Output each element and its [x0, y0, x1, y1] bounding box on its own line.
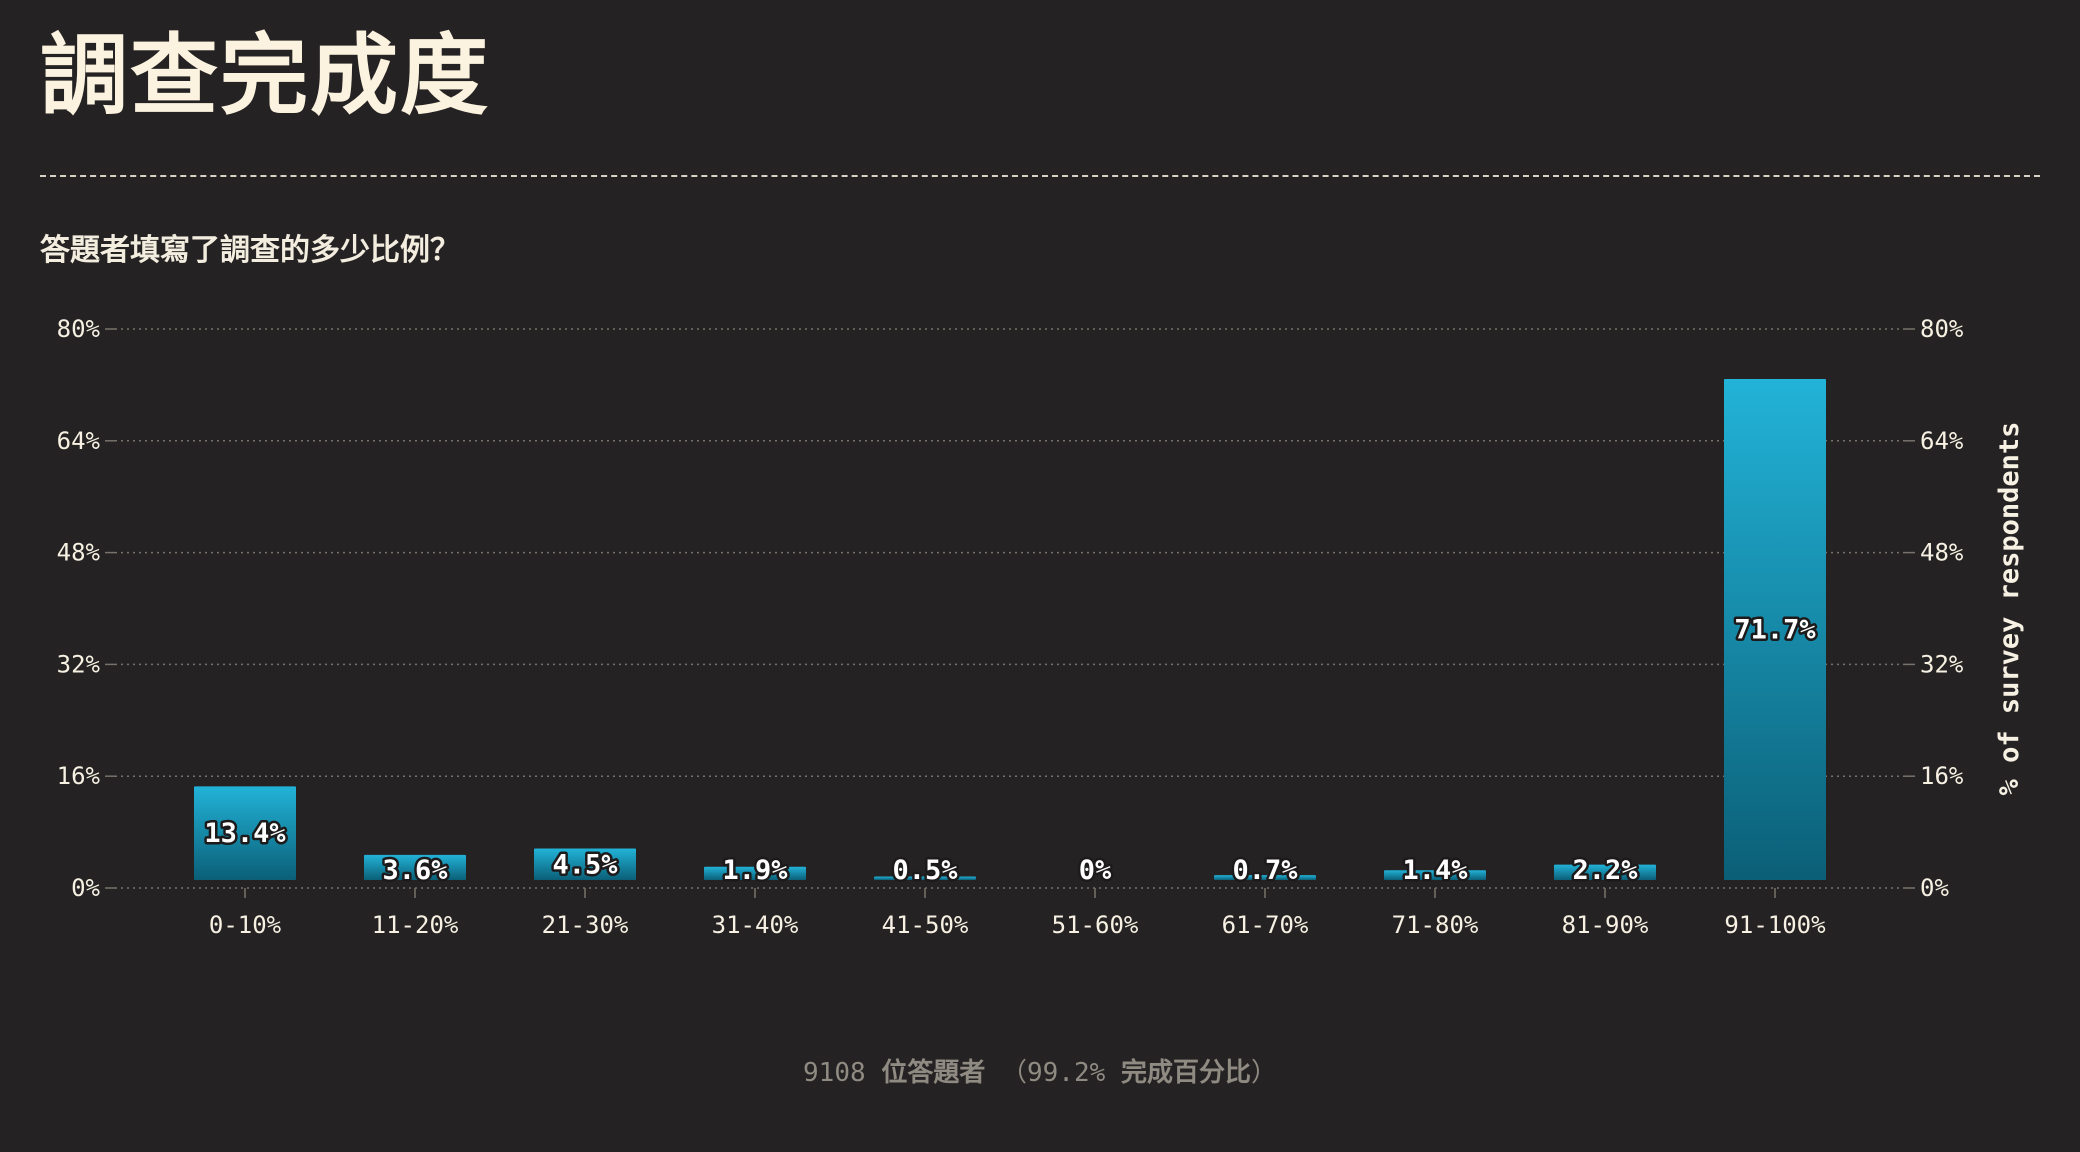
x-tick-label: 81-90%	[1562, 911, 1649, 939]
chart-subtitle: 答題者填寫了調查的多少比例？	[40, 233, 460, 268]
bar	[1214, 875, 1316, 880]
data-label: 71.7%	[1734, 614, 1816, 645]
y-tick-label-left: 16%	[57, 762, 101, 790]
y-tick-label-left: 64%	[57, 427, 101, 455]
completion-rate: 99.2%	[1027, 1058, 1106, 1088]
data-label: 3.6%	[382, 855, 448, 886]
x-tick-label: 41-50%	[882, 911, 969, 939]
bar	[1554, 864, 1656, 880]
y-tick-label-left: 32%	[57, 650, 101, 678]
x-tick-label: 91-100%	[1724, 911, 1826, 939]
data-label: 1.9%	[722, 855, 788, 886]
y-tick-label-right: 48%	[1920, 539, 1964, 567]
page-title: 調查完成度	[40, 24, 491, 127]
footer-paren-close: ）	[1250, 1058, 1277, 1088]
y-tick-label-left: 80%	[57, 315, 101, 343]
x-tick-label: 21-30%	[542, 911, 629, 939]
data-label: 0%	[1079, 855, 1112, 886]
right-axis-title: % of survey respondents	[1994, 422, 2025, 796]
data-label: 13.4%	[204, 818, 286, 849]
x-tick-label: 71-80%	[1392, 911, 1479, 939]
y-tick-label-right: 32%	[1920, 650, 1964, 678]
grid-layer: 0% 0% 16% 16% 32% 32% 48% 48% 64% 64% 80% 80%	[57, 315, 1964, 902]
bar-layer	[194, 378, 1826, 898]
x-tick-label: 11-20%	[372, 911, 459, 939]
x-tick-label: 31-40%	[712, 911, 799, 939]
respondent-count: 9108	[803, 1058, 866, 1088]
x-tick-label: 51-60%	[1052, 911, 1139, 939]
label-layer: 0-10% 13.4% 11-20% 3.6% 21-30% 4.5% 31-40% 1.9%…	[202, 612, 1826, 939]
bar	[534, 848, 636, 880]
bar	[704, 866, 806, 880]
y-tick-label-right: 64%	[1920, 427, 1964, 455]
data-label: 4.5%	[552, 849, 618, 880]
y-tick-label-left: 48%	[57, 539, 101, 567]
bar	[364, 854, 466, 880]
data-label: 0.5%	[892, 855, 958, 886]
y-tick-label-left: 0%	[71, 874, 100, 902]
data-label: 2.2%	[1572, 855, 1638, 886]
footer-summary: 9108 位答題者 （99.2% 完成百分比）	[0, 1052, 2080, 1089]
y-tick-label-right: 80%	[1920, 315, 1964, 343]
bar	[1724, 378, 1826, 880]
data-label: 1.4%	[1402, 855, 1468, 886]
y-tick-label-right: 0%	[1920, 874, 1949, 902]
bar	[194, 786, 296, 880]
completion-bar-chart: 0% 0% 16% 16% 32% 32% 48% 48% 64% 64% 80% 80% 0-10%…	[57, 315, 2025, 939]
bar	[874, 876, 976, 880]
bar	[1384, 870, 1486, 880]
respondent-label: 位答題者	[881, 1058, 986, 1088]
x-tick-label: 61-70%	[1222, 911, 1309, 939]
footer-paren-open: （	[1000, 1058, 1027, 1088]
x-tick-label: 0-10%	[209, 911, 282, 939]
title-divider	[40, 175, 2040, 177]
y-tick-label-right: 16%	[1920, 762, 1964, 790]
data-label: 0.7%	[1232, 855, 1298, 886]
completion-label: 完成百分比	[1120, 1058, 1251, 1088]
